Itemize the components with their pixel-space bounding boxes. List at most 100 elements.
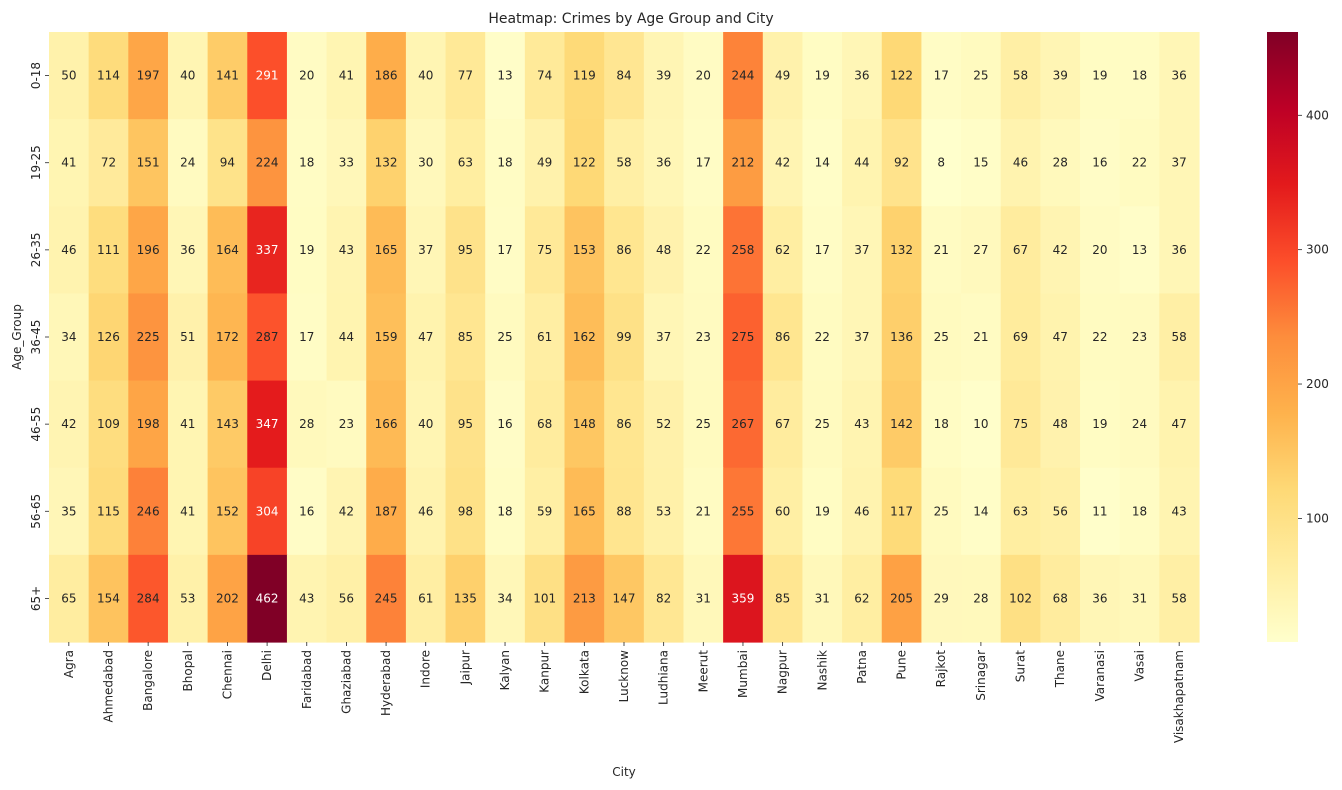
cell-value-label: 213 [573,591,596,605]
heatmap-cell [524,32,566,120]
heatmap-cell [881,32,923,120]
heatmap-cell [921,380,962,469]
heatmap-cell [802,467,843,556]
cell-value-label: 85 [775,591,790,605]
x-tick-label: Varanasi [1093,650,1107,701]
cell-value-label: 17 [299,330,314,344]
heatmap-cell [802,554,843,643]
cell-value-label: 37 [854,330,869,344]
heatmap-cell [326,554,367,643]
cell-value-label: 33 [339,156,354,170]
heatmap-cell [762,293,804,382]
cell-value-label: 21 [934,243,949,257]
cell-value-label: 62 [854,591,869,605]
heatmap-cell [961,32,1002,120]
heatmap-cell [405,293,447,382]
heatmap-cell [683,119,724,207]
heatmap-cell [762,467,804,556]
heatmap-cell [723,206,764,295]
heatmap-cell [1159,206,1200,295]
heatmap-cell [762,554,804,643]
heatmap-cell [921,206,962,295]
heatmap-cell [88,380,129,469]
heatmap-cell [49,467,90,556]
cell-value-label: 119 [573,69,596,83]
heatmap-cell [207,32,248,120]
heatmap-cell [881,380,923,469]
cell-value-label: 43 [299,591,314,605]
heatmap-cell [881,467,923,556]
cell-value-label: 153 [573,243,596,257]
x-tick-label: Nashik [815,650,829,691]
x-axis-label: City [612,765,636,779]
heatmap-cell [524,554,566,643]
cell-value-label: 17 [815,243,830,257]
heatmap-cell [247,119,288,207]
y-tick-label: 26-35 [29,232,43,267]
x-tick-label: Kalyan [498,650,512,690]
cell-value-label: 60 [775,504,790,518]
heatmap-cell [286,293,328,382]
heatmap-cell [564,206,605,295]
y-tick-label: 65+ [29,586,43,611]
cell-value-label: 267 [732,417,755,431]
heatmap-cell [683,554,724,643]
heatmap-cell [1080,293,1121,382]
cell-value-label: 275 [732,330,755,344]
heatmap-cell [88,206,129,295]
heatmap-cell [128,32,169,120]
cell-value-label: 72 [101,156,116,170]
heatmap-cell [1159,119,1200,207]
heatmap-cell [524,119,566,207]
cell-value-label: 347 [256,417,279,431]
cell-value-label: 58 [1172,591,1187,605]
cell-value-label: 291 [256,69,279,83]
cell-value-label: 75 [1013,417,1028,431]
cell-value-label: 37 [418,243,433,257]
cell-value-label: 65 [61,591,76,605]
cell-value-label: 165 [375,243,398,257]
heatmap-cell [564,554,605,643]
colorbar-ticks: 100 200 300 400 [1298,108,1329,525]
heatmap-cell [802,119,843,207]
cell-value-label: 58 [1013,69,1028,83]
cell-value-label: 77 [458,69,473,83]
cell-value-label: 52 [656,417,671,431]
cell-value-label: 166 [375,417,398,431]
heatmap-cell [1080,380,1121,469]
x-tick-label: Agra [62,650,76,678]
cell-value-label: 36 [180,243,195,257]
cell-value-label: 40 [180,69,195,83]
cell-value-label: 47 [418,330,433,344]
cell-value-label: 14 [973,504,988,518]
cell-value-label: 98 [458,504,473,518]
cell-value-label: 152 [216,504,239,518]
cell-value-label: 17 [934,69,949,83]
cell-value-label: 42 [61,417,76,431]
heatmap-cell [167,467,209,556]
y-tick-label: 36-45 [29,320,43,355]
heatmap-cell [802,32,843,120]
cell-value-label: 11 [1092,504,1107,518]
heatmap-cell [207,554,248,643]
cell-value-label: 34 [61,330,76,344]
colorbar-tick-label: 100 [1306,511,1329,525]
cell-value-label: 23 [339,417,354,431]
heatmap-cell [128,467,169,556]
x-tick-label: Ahmedabad [101,650,115,722]
cell-value-label: 212 [732,156,755,170]
heatmap-cell [1040,119,1081,207]
heatmap-cell [881,119,923,207]
cell-value-label: 29 [934,591,949,605]
cell-value-label: 22 [1132,156,1147,170]
cell-value-label: 44 [339,330,354,344]
cell-value-label: 25 [696,417,711,431]
x-tick-label: Pune [895,650,909,680]
heatmap-cell [405,32,447,120]
cell-value-label: 63 [1013,504,1028,518]
cell-value-label: 159 [375,330,398,344]
heatmap-cell [128,293,169,382]
cell-value-label: 37 [1172,156,1187,170]
x-tick-label: Hyderabad [379,650,393,716]
cell-value-label: 46 [1013,156,1028,170]
